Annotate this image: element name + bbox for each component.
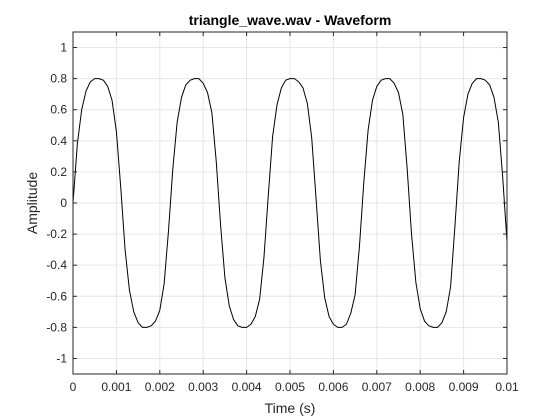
series-layer [72,78,508,328]
x-tick-label: 0.002 [145,380,175,394]
y-tick-label: 1 [60,41,67,55]
x-tick-label: 0 [70,380,77,394]
tick-labels: 0 0.001 0.002 0.003 0.004 0.005 0.006 0.007 0.00… [46,41,519,394]
y-tick-label: -0.6 [46,289,67,303]
x-tick-label: 0.009 [449,380,479,394]
x-tick-label: 0.001 [101,380,131,394]
x-tick-label: 0.008 [405,380,435,394]
waveform-line [72,78,508,328]
y-tick-label: -0.4 [46,258,67,272]
y-tick-label: 0.4 [50,134,67,148]
x-tick-label: 0.01 [495,380,519,394]
y-tick-label: -1 [56,351,67,365]
y-tick-label: 0.6 [50,103,67,117]
x-tick-label: 0.007 [362,380,392,394]
y-tick-label: 0.2 [50,165,67,179]
y-tick-label: -0.2 [46,227,67,241]
y-tick-label: -0.8 [46,320,67,334]
y-axis-title: Amplitude [24,172,40,234]
x-tick-label: 0.004 [232,380,262,394]
x-tick-label: 0.006 [318,380,348,394]
y-tick-label: 0.8 [50,72,67,86]
x-tick-label: 0.005 [275,380,305,394]
x-tick-label: 0.003 [188,380,218,394]
x-axis-title: Time (s) [265,400,316,416]
chart-title: triangle_wave.wav - Waveform [189,12,392,28]
axes [72,31,508,375]
y-tick-label: 0 [60,196,67,210]
grid-lines [72,32,508,374]
